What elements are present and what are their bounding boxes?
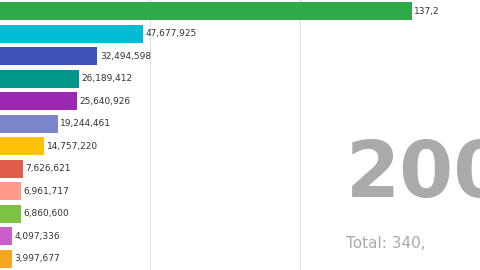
Text: 6,961,717: 6,961,717	[24, 187, 69, 196]
Text: 6,860,600: 6,860,600	[23, 209, 69, 218]
Text: 14,757,220: 14,757,220	[47, 142, 98, 151]
Bar	[0, 249, 12, 268]
Text: 32,494,598: 32,494,598	[100, 52, 151, 61]
Bar	[0, 182, 21, 200]
Text: 47,677,925: 47,677,925	[145, 29, 197, 38]
Text: 137,2: 137,2	[414, 7, 440, 16]
Bar	[0, 205, 21, 223]
Text: 25,640,926: 25,640,926	[79, 97, 131, 106]
Bar	[0, 47, 97, 65]
Text: 7,626,621: 7,626,621	[25, 164, 71, 173]
Bar	[0, 137, 44, 156]
Bar	[0, 69, 79, 88]
Bar	[0, 160, 23, 178]
Bar	[0, 25, 143, 43]
Text: Total: 340,: Total: 340,	[346, 235, 425, 251]
Bar	[0, 2, 412, 21]
Text: 2001: 2001	[346, 137, 480, 214]
Bar	[0, 227, 12, 245]
Bar	[0, 114, 58, 133]
Text: 26,189,412: 26,189,412	[81, 74, 132, 83]
Text: 4,097,336: 4,097,336	[15, 232, 60, 241]
Bar	[0, 92, 77, 110]
Text: 19,244,461: 19,244,461	[60, 119, 111, 128]
Text: 3,997,677: 3,997,677	[14, 254, 60, 263]
